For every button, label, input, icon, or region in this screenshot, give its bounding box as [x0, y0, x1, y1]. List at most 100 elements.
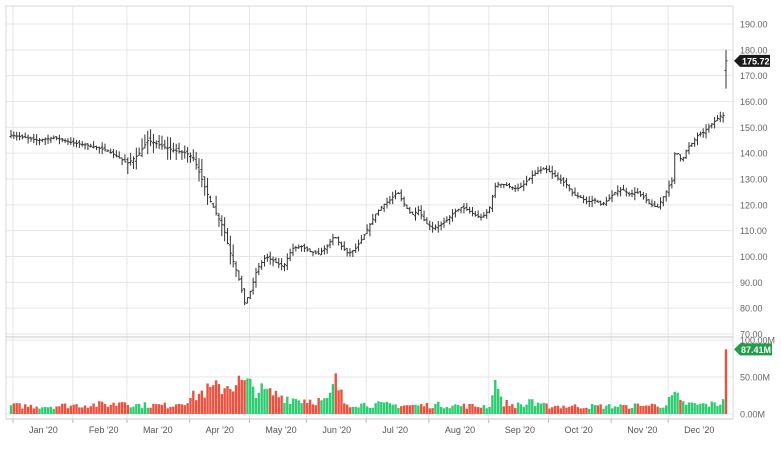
volume-bar	[334, 373, 337, 414]
volume-bar	[408, 405, 412, 414]
volume-bar	[570, 405, 574, 414]
volume-bar	[177, 403, 181, 414]
volume-bar	[357, 407, 360, 414]
last-price-badge-bg	[734, 54, 770, 67]
volume-bar	[95, 406, 98, 414]
x-tick-label: Jul '20	[382, 425, 408, 435]
volume-bar	[710, 401, 713, 414]
volume-tick-label: 100.00M	[740, 336, 775, 346]
volume-bar	[662, 407, 665, 414]
volume-bar	[599, 404, 602, 414]
volume-bar	[317, 398, 320, 414]
volume-bar	[573, 404, 577, 414]
volume-bar	[630, 408, 634, 414]
volume-bar	[86, 407, 90, 414]
price-tick-label: 140.00	[740, 149, 768, 159]
volume-bar	[405, 405, 409, 414]
volume-bar	[266, 388, 269, 414]
volume-bar	[542, 402, 545, 414]
volume-bar	[371, 407, 374, 414]
volume-bar	[647, 405, 651, 414]
volume-bar	[531, 399, 534, 414]
price-tick-label: 80.00	[740, 304, 763, 314]
volume-bar	[459, 406, 463, 414]
volume-bar	[143, 402, 147, 414]
volume-bar	[374, 403, 377, 414]
volume-bar	[43, 406, 47, 414]
volume-bar	[300, 403, 303, 414]
volume-bar	[340, 389, 343, 414]
volume-bar	[462, 403, 466, 414]
volume-bar	[246, 378, 249, 414]
volume-bar	[15, 403, 18, 414]
volume-bar	[137, 403, 141, 414]
volume-bars-series	[9, 349, 728, 414]
volume-bar	[562, 405, 565, 414]
volume-bar	[431, 408, 434, 414]
volume-bar	[505, 399, 508, 414]
volume-bar	[679, 399, 682, 414]
x-tick-label: Aug '20	[445, 425, 475, 435]
volume-bar	[593, 404, 597, 414]
volume-bar	[69, 405, 73, 414]
volume-bar	[713, 402, 716, 414]
volume-bar	[502, 406, 506, 414]
volume-bar	[203, 397, 206, 414]
volume-bar	[354, 406, 357, 414]
volume-bar	[83, 405, 87, 414]
price-tick-label: 180.00	[740, 45, 768, 55]
volume-bar	[21, 408, 24, 414]
volume-bar	[667, 396, 671, 414]
volume-bar	[220, 393, 223, 414]
volume-bar	[565, 407, 568, 414]
volume-bar	[155, 404, 158, 414]
grid-lines	[6, 6, 733, 419]
volume-bar	[434, 403, 437, 414]
volume-bar	[445, 406, 449, 414]
volume-bar	[400, 406, 403, 414]
last-volume-label: 87.41M	[741, 345, 771, 355]
volume-bar	[682, 401, 685, 414]
volume-bar	[294, 398, 298, 414]
volume-bar	[226, 386, 229, 414]
volume-bar	[274, 390, 278, 414]
x-tick-label: Mar '20	[143, 425, 173, 435]
volume-bar	[690, 402, 694, 414]
volume-bar	[499, 396, 503, 414]
volume-bar	[129, 407, 132, 414]
volume-bar	[428, 408, 431, 414]
volume-bar	[625, 405, 628, 414]
volume-bar	[223, 388, 226, 414]
volume-bar	[360, 403, 363, 414]
volume-bar	[653, 404, 656, 414]
price-tick-label: 120.00	[740, 200, 768, 210]
volume-bar	[46, 407, 50, 414]
volume-bar	[533, 406, 537, 414]
volume-bar	[63, 403, 67, 414]
volume-bar	[240, 379, 243, 414]
volume-bar	[476, 407, 480, 414]
volume-tick-label: 0.00M	[740, 410, 765, 420]
volume-bar	[32, 408, 35, 414]
volume-bar	[465, 408, 468, 414]
x-tick-label: Dec '20	[684, 425, 714, 435]
volume-bar	[214, 380, 218, 414]
volume-bar	[576, 407, 580, 414]
volume-bar	[622, 405, 625, 414]
volume-bar	[123, 402, 127, 414]
x-tick-label: Jun '20	[322, 425, 351, 435]
volume-bar	[414, 404, 417, 414]
volume-bar	[719, 404, 722, 414]
volume-bar	[175, 404, 178, 414]
last-price-badge: 175.72	[734, 54, 770, 67]
volume-bar	[556, 405, 560, 414]
volume-bar	[72, 404, 75, 414]
price-tick-label: 130.00	[740, 175, 768, 185]
volume-bar	[491, 395, 494, 414]
x-tick-label: Apr '20	[206, 425, 234, 435]
volume-bar	[103, 403, 107, 414]
volume-tick-label: 50.00M	[740, 373, 770, 383]
volume-bar	[331, 384, 335, 414]
volume-bar	[608, 404, 611, 414]
